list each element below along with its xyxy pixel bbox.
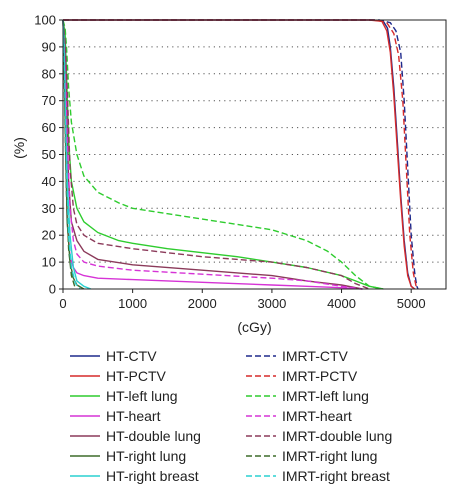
legend: HT-CTV HT-PCTV HT-left lung HT-heart HT-doub… <box>70 348 392 484</box>
series-lines <box>62 19 419 290</box>
y-tick-label: 10 <box>42 255 56 270</box>
legend-label: IMRT-PCTV <box>282 368 358 384</box>
legend-label: HT-right breast <box>106 468 199 484</box>
legend-label: IMRT-double lung <box>282 428 392 444</box>
y-tick-label: 90 <box>42 39 56 54</box>
x-tick-label: 5000 <box>397 296 426 311</box>
legend-label: IMRT-heart <box>282 408 352 424</box>
series-line <box>62 19 363 290</box>
y-tick-label: 20 <box>42 228 56 243</box>
y-axis-title: (%) <box>11 137 27 159</box>
x-tick-label: 1000 <box>118 296 147 311</box>
series-line <box>62 19 81 290</box>
legend-label: HT-PCTV <box>106 368 167 384</box>
legend-label: IMRT-right breast <box>282 468 390 484</box>
legend-label: HT-CTV <box>106 348 157 364</box>
series-line <box>62 19 384 290</box>
y-tick-label: 40 <box>42 174 56 189</box>
series-line <box>62 19 363 290</box>
x-tick-label: 4000 <box>327 296 356 311</box>
legend-label: HT-left lung <box>106 388 178 404</box>
x-tick-label: 2000 <box>188 296 217 311</box>
series-line <box>63 19 419 290</box>
x-axis-title: (cGy) <box>237 319 271 335</box>
y-tick-label: 50 <box>42 147 56 162</box>
series-line <box>62 19 370 290</box>
y-tick-label: 60 <box>42 120 56 135</box>
x-tick-label: 0 <box>59 296 66 311</box>
series-line <box>62 19 363 290</box>
legend-label: HT-double lung <box>106 428 201 444</box>
legend-label: IMRT-right lung <box>282 448 377 464</box>
grid-lines <box>63 46 446 263</box>
y-tick-label: 0 <box>49 282 56 297</box>
y-tick-label: 80 <box>42 66 56 81</box>
y-tick-label: 70 <box>42 93 56 108</box>
series-line <box>63 19 419 290</box>
x-tick-label: 3000 <box>257 296 286 311</box>
y-tick-label: 100 <box>34 13 56 28</box>
legend-label: IMRT-CTV <box>282 348 349 364</box>
legend-label: HT-right lung <box>106 448 186 464</box>
series-line <box>62 19 384 290</box>
legend-label: IMRT-left lung <box>282 388 369 404</box>
y-tick-label: 30 <box>42 201 56 216</box>
legend-label: HT-heart <box>106 408 161 424</box>
